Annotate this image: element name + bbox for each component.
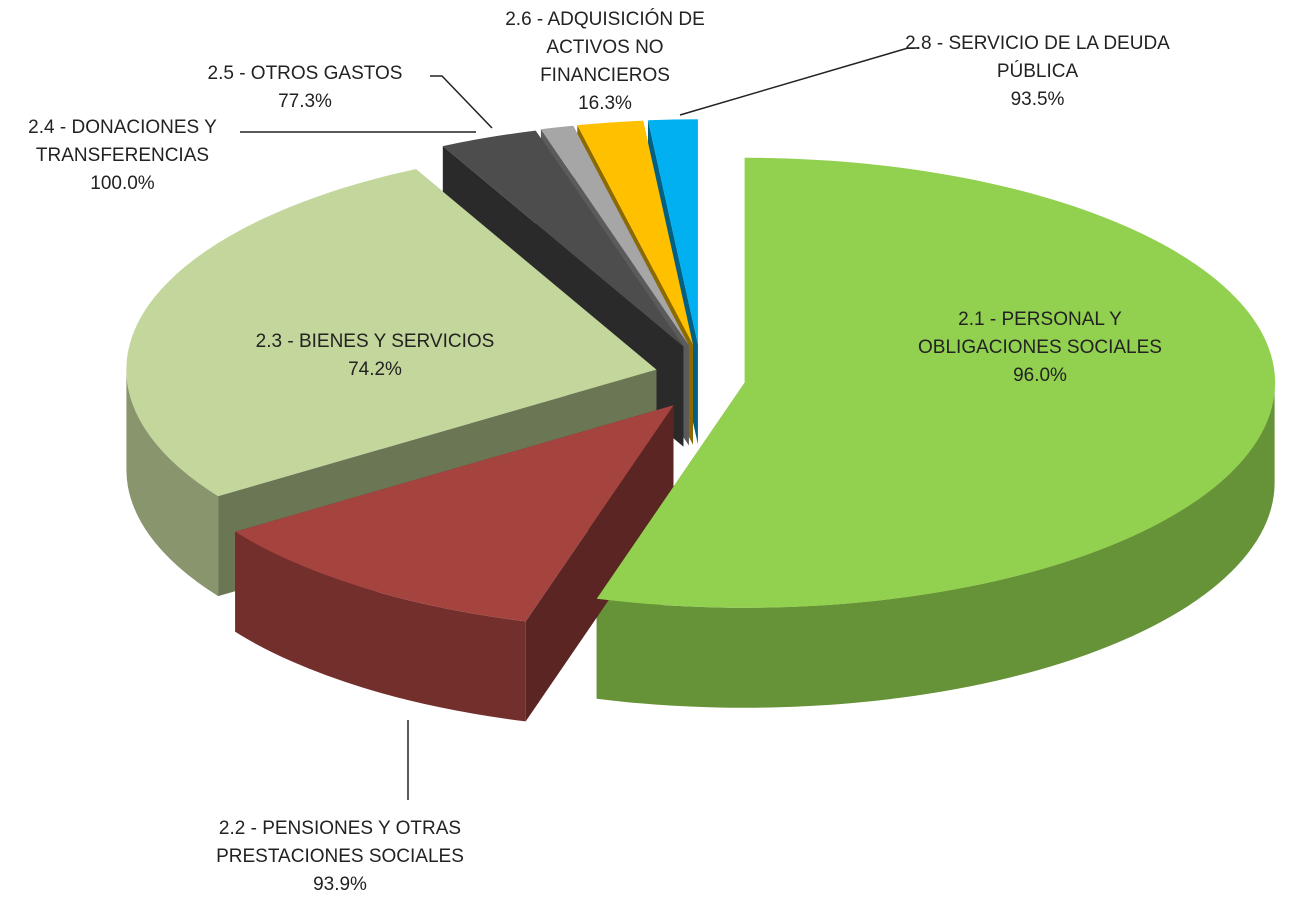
slice-label: 2.3 - BIENES Y SERVICIOS 74.2%	[225, 328, 525, 384]
slice-label: 2.4 - DONACIONES Y TRANSFERENCIAS 100.0%	[0, 114, 245, 198]
percent-label: 74.2%	[348, 359, 402, 380]
percent-label: 93.9%	[313, 874, 367, 895]
leader-line	[430, 75, 493, 129]
category-label: 2.2 - PENSIONES Y OTRAS PRESTACIONES SOC…	[216, 818, 464, 867]
leader-line	[679, 47, 918, 116]
category-label: 2.5 - OTROS GASTOS	[207, 63, 403, 84]
slice	[235, 405, 674, 622]
slice-wall	[235, 531, 526, 722]
percent-label: 93.5%	[1010, 89, 1065, 110]
slice-label: 2.1 - PERSONAL Y OBLIGACIONES SOCIALES 96…	[890, 306, 1190, 390]
percent-label: 100.0%	[90, 173, 155, 194]
slice-wall	[126, 369, 219, 597]
slice-label: 2.5 - OTROS GASTOS 77.3%	[195, 60, 415, 116]
category-label: 2.3 - BIENES Y SERVICIOS	[255, 331, 495, 352]
slice	[540, 125, 689, 346]
percent-label: 96.0%	[1013, 365, 1067, 386]
percent-label: 16.3%	[578, 93, 632, 114]
slice-label: 2.2 - PENSIONES Y OTRAS PRESTACIONES SOC…	[180, 815, 500, 899]
slice	[648, 119, 698, 345]
category-label: 2.8 - SERVICIO DE LA DEUDA PÚBLICA	[905, 33, 1170, 82]
slice-label: 2.8 - SERVICIO DE LA DEUDA PÚBLICA 93.5%	[905, 30, 1170, 114]
slice	[577, 120, 693, 345]
leader-lines	[240, 47, 918, 800]
category-label: 2.6 - ADQUISICIÓN DE ACTIVOS NO FINANCIE…	[505, 9, 705, 86]
slice-label: 2.6 - ADQUISICIÓN DE ACTIVOS NO FINANCIE…	[480, 6, 730, 118]
slice	[596, 157, 1276, 608]
slice	[126, 169, 657, 497]
slice	[442, 130, 684, 347]
category-label: 2.1 - PERSONAL Y OBLIGACIONES SOCIALES	[918, 309, 1162, 358]
category-label: 2.4 - DONACIONES Y TRANSFERENCIAS	[28, 117, 217, 166]
percent-label: 77.3%	[278, 91, 332, 112]
slice-wall	[596, 382, 1275, 708]
